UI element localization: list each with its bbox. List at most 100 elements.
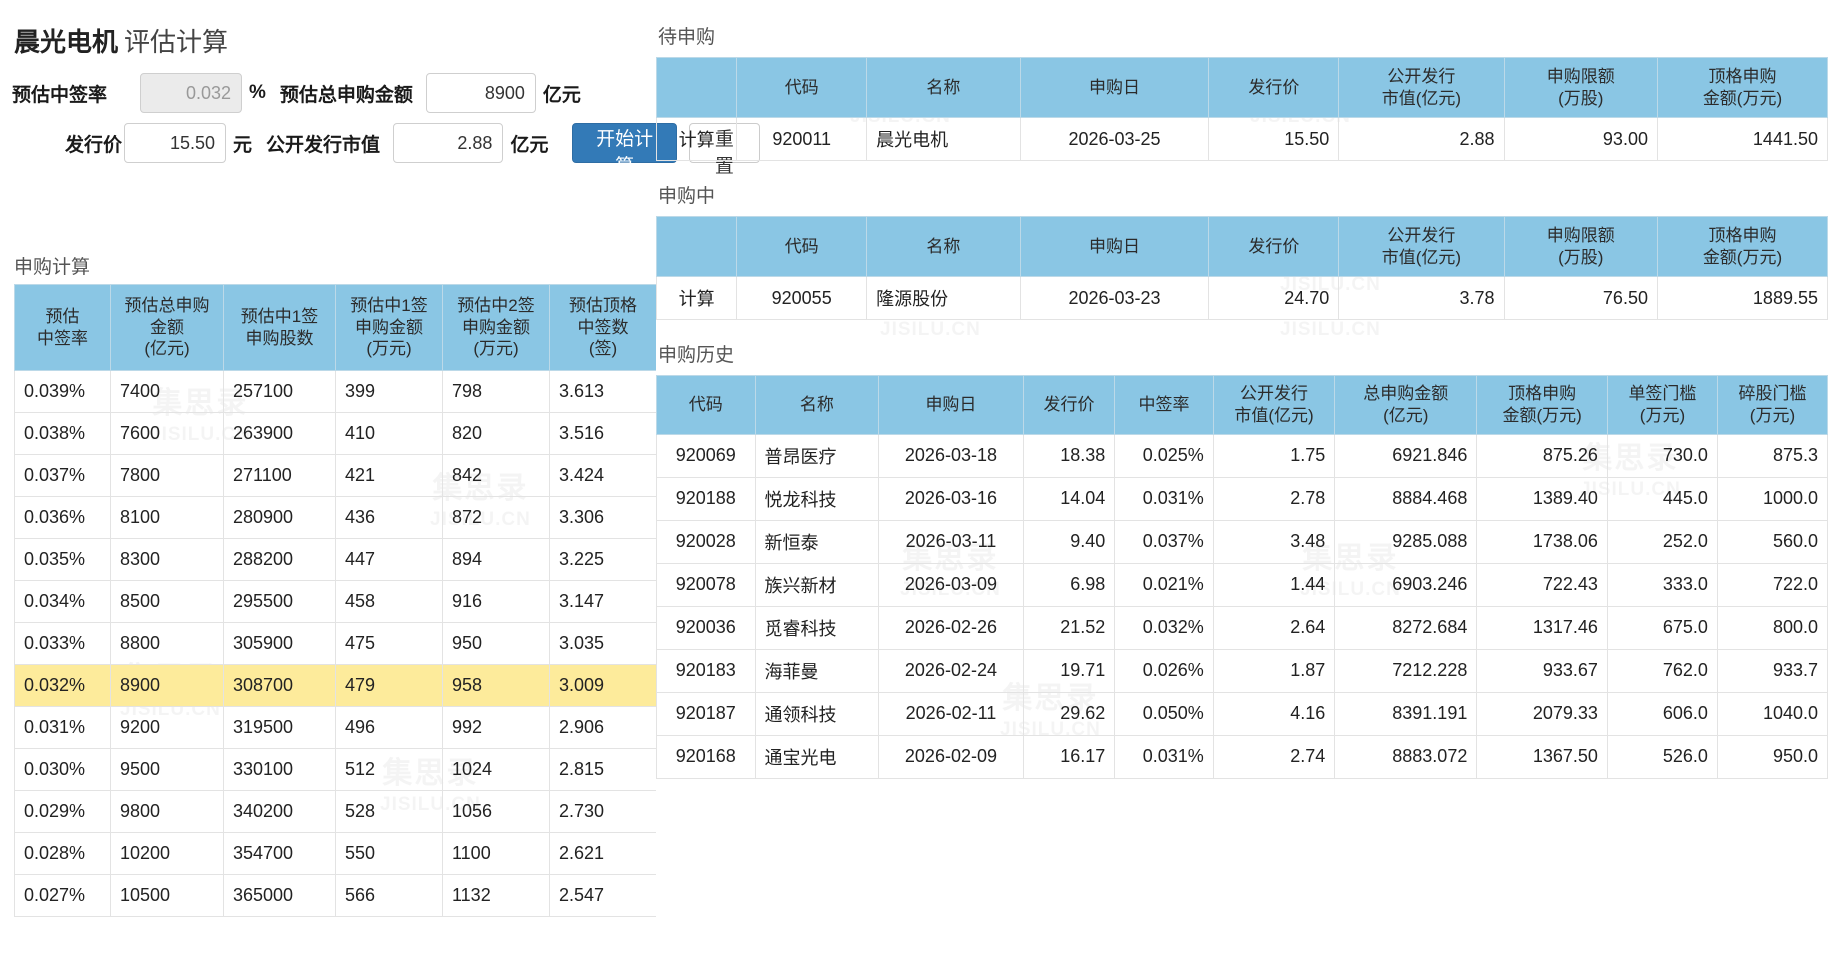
pending-col-7: 顶格申购 金额(万元) [1656,57,1828,118]
history-col-6: 总申购金额 (亿元) [1334,375,1478,435]
calc-cell-4: 1024 [442,748,550,791]
mktcap-input[interactable] [393,123,504,163]
table-row[interactable]: 920187 通领科技 2026-02-11 29.62 0.050% 4.16 8391.… [656,691,1828,736]
code-link[interactable]: 920055 [736,276,868,320]
table-row[interactable]: 0.039% 7400 257100 399 798 3.613 [14,370,656,413]
price-input[interactable] [123,123,226,163]
code-link[interactable]: 920187 [656,691,756,736]
code-link[interactable]: 920036 [656,605,756,650]
calc-cell-0: 0.036% [14,496,111,539]
history-col-0: 代码 [656,375,756,435]
calc-cell-4: 958 [442,664,550,707]
apply-limit: 93.00 [1503,117,1658,161]
odd-lot-threshold: 1000.0 [1716,476,1828,521]
code-link[interactable]: 920011 [736,117,868,161]
calc-cell-2: 271100 [223,454,336,497]
code-link[interactable]: 920078 [656,562,756,607]
win-rate: 0.031% [1114,476,1214,521]
table-row[interactable]: 920168 通宝光电 2026-02-09 16.17 0.031% 2.74 8883.… [656,734,1828,779]
table-row[interactable]: 计算 920055 隆源股份 2026-03-23 24.70 3.78 76.50 1889… [655,276,1828,320]
calc-cell-0: 0.035% [14,538,111,581]
table-row[interactable]: 0.030% 9500 330100 512 1024 2.815 [14,748,656,791]
table-row[interactable]: 920028 新恒泰 2026-03-11 9.40 0.037% 3.48 9285.08… [656,519,1828,564]
calc-cell-1: 9200 [110,706,224,749]
apply-limit: 76.50 [1503,276,1658,320]
table-row[interactable]: 920183 海菲曼 2026-02-24 19.71 0.026% 1.87 7212.2… [656,648,1828,693]
calc-cell-2: 288200 [223,538,336,581]
single-threshold: 333.0 [1606,562,1718,607]
table-row[interactable]: 0.035% 8300 288200 447 894 3.225 [14,538,656,581]
calc-link[interactable]: 计算 [655,117,738,161]
code-link[interactable]: 920168 [656,734,756,779]
offer-date: 2026-03-11 [878,519,1024,564]
calc-cell-2: 340200 [223,790,336,833]
table-row[interactable]: 0.027% 10500 365000 566 1132 2.547 [14,874,656,917]
code-link[interactable]: 920069 [656,433,756,478]
public-mktcap: 2.88 [1338,117,1505,161]
ongoing-col-1: 代码 [736,216,868,277]
table-row[interactable]: 0.036% 8100 280900 436 872 3.306 [14,496,656,539]
history-section: 申购历史 代码 名称 申购日 发行价 中签率 公开发行 市值(亿元) 总申购金额 (亿元) 顶格申… [656,320,1828,779]
calc-col-4: 预估中2签 申购金额 (万元) [442,284,550,371]
calc-cell-5: 2.621 [549,832,656,875]
calc-cell-2: 319500 [223,706,336,749]
table-row[interactable]: 0.031% 9200 319500 496 992 2.906 [14,706,656,749]
table-row[interactable]: 计算 920011 晨光电机 2026-03-25 15.50 2.88 93.00 1441… [655,117,1828,161]
public-mktcap: 2.74 [1212,734,1336,779]
calc-cell-1: 8100 [110,496,224,539]
table-row[interactable]: 0.034% 8500 295500 458 916 3.147 [14,580,656,623]
pending-section-title: 待申购 [658,27,716,48]
calc-cell-3: 566 [335,874,443,917]
table-row[interactable]: 0.037% 7800 271100 421 842 3.424 [14,454,656,497]
calc-cell-2: 365000 [223,874,336,917]
table-row[interactable]: 0.028% 10200 354700 550 1100 2.621 [14,832,656,875]
win-rate: 0.031% [1114,734,1214,779]
calc-cell-2: 263900 [223,412,336,455]
table-row[interactable]: 920188 悦龙科技 2026-03-16 14.04 0.031% 2.78 8884.… [656,476,1828,521]
total-amount: 6903.246 [1334,562,1478,607]
calc-cell-3: 479 [335,664,443,707]
top-amount: 875.26 [1476,433,1608,478]
table-row[interactable]: 0.029% 9800 340200 528 1056 2.730 [14,790,656,833]
total-input[interactable] [425,73,536,113]
calc-cell-5: 2.815 [549,748,656,791]
single-threshold: 526.0 [1606,734,1718,779]
table-row[interactable]: 0.032% 8900 308700 479 958 3.009 [14,664,656,707]
total-amount: 8883.072 [1334,734,1478,779]
issue-price: 6.98 [1022,562,1116,607]
history-col-9: 碎股门槛 (万元) [1716,375,1828,435]
calc-section-title: 申购计算 [14,257,91,278]
table-row[interactable]: 0.038% 7600 263900 410 820 3.516 [14,412,656,455]
single-threshold: 762.0 [1606,648,1718,693]
table-row[interactable]: 920078 族兴新材 2026-03-09 6.98 0.021% 1.44 6903.2… [656,562,1828,607]
offer-date: 2026-02-11 [878,691,1024,736]
public-mktcap: 2.78 [1212,476,1336,521]
code-link[interactable]: 920183 [656,648,756,693]
total-amount: 8391.191 [1334,691,1478,736]
table-row[interactable]: 920069 普昂医疗 2026-03-18 18.38 0.025% 1.75 6921.… [656,433,1828,478]
ongoing-col-4: 发行价 [1208,216,1340,277]
single-threshold: 445.0 [1606,476,1718,521]
code-link[interactable]: 920188 [656,476,756,521]
ongoing-section-title: 申购中 [658,186,716,207]
stock-name: 觅睿科技 [754,605,880,650]
calc-cell-2: 295500 [223,580,336,623]
offer-date: 2026-02-24 [878,648,1024,693]
total-amount: 9285.088 [1334,519,1478,564]
total-amount: 8884.468 [1334,476,1478,521]
top-amount: 1367.50 [1476,734,1608,779]
code-link[interactable]: 920028 [656,519,756,564]
calc-cell-4: 894 [442,538,550,581]
rate-input[interactable] [140,73,242,113]
table-row[interactable]: 0.033% 8800 305900 475 950 3.035 [14,622,656,665]
calc-cell-5: 3.147 [549,580,656,623]
pending-table-body: 计算 920011 晨光电机 2026-03-25 15.50 2.88 93.00 1441… [655,117,1828,161]
table-row[interactable]: 920036 觅睿科技 2026-02-26 21.52 0.032% 2.64 8272.… [656,605,1828,650]
ongoing-table-body: 计算 920055 隆源股份 2026-03-23 24.70 3.78 76.50 1889… [655,276,1828,320]
top-amount: 722.43 [1476,562,1608,607]
calc-link[interactable]: 计算 [655,276,738,320]
pending-col-4: 发行价 [1208,57,1340,118]
calc-cell-3: 399 [335,370,443,413]
calc-cell-0: 0.028% [14,832,111,875]
